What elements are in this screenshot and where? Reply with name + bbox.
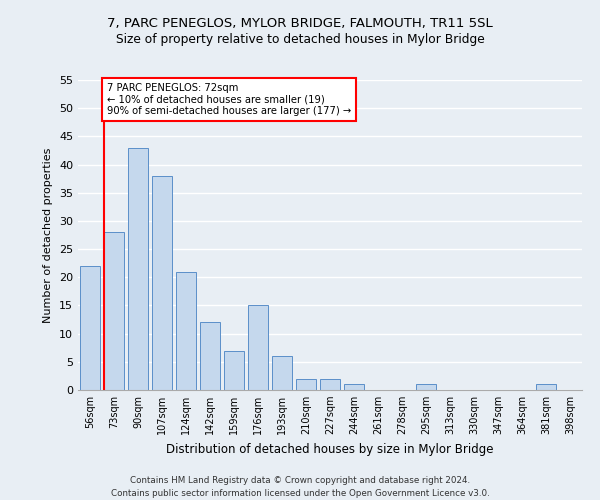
Bar [272,356,292,390]
Bar [80,266,100,390]
Bar [320,378,340,390]
Bar [296,378,316,390]
Text: 7 PARC PENEGLOS: 72sqm
← 10% of detached houses are smaller (19)
90% of semi-det: 7 PARC PENEGLOS: 72sqm ← 10% of detached… [107,83,351,116]
Bar [224,350,244,390]
Text: 7, PARC PENEGLOS, MYLOR BRIDGE, FALMOUTH, TR11 5SL: 7, PARC PENEGLOS, MYLOR BRIDGE, FALMOUTH… [107,18,493,30]
Bar [200,322,220,390]
Text: Size of property relative to detached houses in Mylor Bridge: Size of property relative to detached ho… [116,32,484,46]
Bar [176,272,196,390]
Bar [104,232,124,390]
Bar [152,176,172,390]
Bar [416,384,436,390]
Bar [344,384,364,390]
Bar [128,148,148,390]
Text: Contains HM Land Registry data © Crown copyright and database right 2024.
Contai: Contains HM Land Registry data © Crown c… [110,476,490,498]
X-axis label: Distribution of detached houses by size in Mylor Bridge: Distribution of detached houses by size … [166,442,494,456]
Bar [536,384,556,390]
Y-axis label: Number of detached properties: Number of detached properties [43,148,53,322]
Bar [248,306,268,390]
